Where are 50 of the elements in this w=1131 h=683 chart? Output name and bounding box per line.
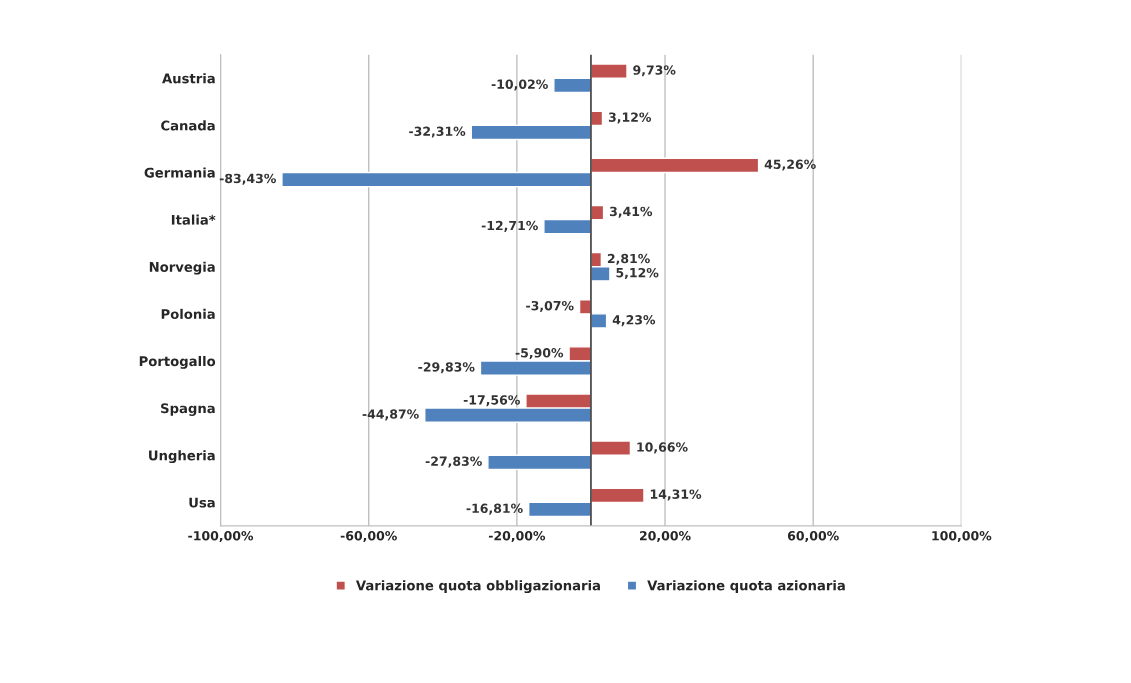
bar (590, 157, 760, 174)
legend-label: Variazione quota azionaria (647, 580, 845, 593)
data-label: 3,12% (608, 112, 652, 124)
data-label: -44,87% (362, 409, 419, 421)
bar (590, 440, 632, 456)
y-tick-label: Ungheria (149, 450, 215, 464)
y-tick-label: Polonia (161, 308, 215, 320)
bar (543, 218, 592, 235)
data-label: 14,31% (650, 489, 702, 501)
data-label: -83,43% (219, 173, 276, 185)
bar (590, 313, 608, 329)
y-tick-label: Portogallo (139, 355, 216, 369)
x-tick-label: 20,00% (639, 530, 691, 543)
x-tick-label: 100,00% (932, 530, 992, 543)
data-label: 10,66% (637, 442, 688, 454)
data-label: 9,73% (633, 65, 676, 77)
data-label: -5,90% (515, 348, 564, 360)
data-label: -10,02% (491, 79, 548, 91)
y-tick-label: Canada (161, 120, 215, 131)
data-label: -3,07% (526, 300, 574, 312)
bar (527, 501, 592, 518)
y-tick-label: Italia* (171, 214, 216, 225)
x-tick-label: -100,00% (188, 530, 254, 543)
x-tick-label: -20,00% (488, 530, 546, 543)
data-label: 4,23% (612, 315, 656, 327)
y-tick-label: Austria (162, 73, 215, 84)
x-tick-label: -60,00% (340, 530, 397, 543)
data-label: -16,81% (466, 503, 523, 515)
data-label: -29,83% (418, 362, 475, 374)
data-label: 5,12% (616, 267, 659, 280)
y-tick-label: Germania (144, 167, 215, 178)
data-label: 2,81% (607, 253, 650, 265)
y-tick-label: Norvegia (149, 261, 215, 275)
y-tick-label: Spagna (161, 403, 215, 416)
bar (590, 63, 628, 79)
bar (281, 171, 592, 188)
data-label: 3,41% (609, 206, 653, 218)
data-label: -17,56% (463, 395, 520, 407)
legend-label: Variazione quota obbligazionaria (355, 580, 600, 594)
bar (590, 487, 645, 504)
data-label: -32,31% (409, 126, 466, 138)
data-label: -27,83% (425, 456, 482, 468)
data-label: 45,26% (764, 159, 816, 171)
bar (470, 124, 592, 141)
data-label: -12,71% (481, 220, 538, 232)
bar (487, 454, 592, 471)
bar (553, 77, 592, 94)
x-tick-label: 60,00% (787, 530, 839, 543)
y-tick-label: Usa (189, 497, 215, 508)
bar (578, 299, 592, 315)
